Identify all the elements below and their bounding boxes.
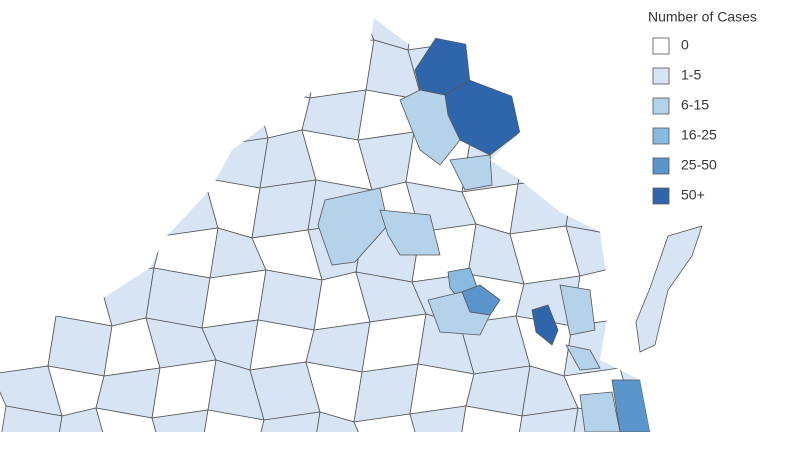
county bbox=[251, 179, 317, 239]
county bbox=[149, 45, 207, 97]
county bbox=[197, 37, 263, 97]
county bbox=[199, 409, 265, 432]
county bbox=[201, 269, 267, 329]
county bbox=[95, 407, 167, 432]
county bbox=[509, 175, 575, 235]
legend: 0 1-5 6-15 16-25 25-50 50+ bbox=[652, 37, 717, 205]
county bbox=[0, 41, 61, 93]
county bbox=[457, 405, 523, 432]
legend-label: 16-25 bbox=[681, 127, 717, 143]
county bbox=[611, 379, 650, 432]
county bbox=[105, 175, 163, 237]
county bbox=[517, 133, 583, 185]
county bbox=[668, 360, 732, 420]
county bbox=[511, 83, 583, 145]
county bbox=[147, 135, 213, 187]
county bbox=[45, 18, 103, 53]
county bbox=[668, 410, 738, 450]
county bbox=[565, 175, 631, 237]
county bbox=[43, 133, 115, 185]
county bbox=[519, 18, 577, 53]
county bbox=[0, 315, 57, 375]
legend-label: 1-5 bbox=[681, 67, 701, 83]
legend-swatch bbox=[652, 67, 670, 85]
county bbox=[99, 85, 165, 145]
county bbox=[49, 175, 115, 235]
county bbox=[257, 269, 323, 331]
county bbox=[255, 411, 321, 432]
county bbox=[43, 83, 109, 145]
county bbox=[623, 45, 650, 97]
legend-swatch bbox=[652, 127, 670, 145]
county bbox=[53, 407, 111, 432]
county bbox=[427, 291, 491, 336]
county bbox=[409, 405, 467, 432]
county bbox=[353, 363, 419, 423]
county bbox=[361, 313, 427, 373]
county bbox=[51, 43, 109, 95]
county bbox=[205, 18, 271, 47]
county bbox=[615, 135, 650, 187]
county bbox=[579, 391, 621, 432]
legend-title: Number of Cases bbox=[648, 9, 757, 25]
legend-swatch bbox=[652, 97, 670, 115]
county bbox=[99, 135, 157, 187]
county bbox=[561, 18, 633, 55]
county bbox=[565, 344, 601, 371]
county bbox=[567, 85, 625, 145]
legend-swatch bbox=[652, 187, 670, 205]
county bbox=[309, 39, 375, 99]
county bbox=[253, 37, 319, 99]
county bbox=[399, 89, 461, 166]
county bbox=[670, 270, 726, 328]
county bbox=[0, 83, 53, 143]
county bbox=[155, 85, 213, 147]
county bbox=[359, 18, 417, 51]
county bbox=[203, 137, 269, 189]
county bbox=[676, 320, 732, 370]
county bbox=[449, 154, 493, 191]
highlighted-counties bbox=[317, 37, 650, 432]
county bbox=[621, 177, 650, 237]
county bbox=[379, 209, 441, 256]
county bbox=[531, 304, 559, 346]
county bbox=[311, 411, 369, 432]
county bbox=[261, 18, 319, 49]
county bbox=[567, 43, 633, 95]
county bbox=[0, 223, 51, 285]
county bbox=[353, 413, 425, 432]
legend-label: 6-15 bbox=[681, 97, 709, 113]
legend-swatch bbox=[652, 157, 670, 175]
county bbox=[0, 405, 63, 432]
county bbox=[559, 284, 596, 336]
county bbox=[0, 183, 59, 235]
legend-label: 50+ bbox=[681, 187, 705, 203]
county bbox=[147, 177, 219, 237]
county bbox=[615, 85, 650, 147]
county bbox=[149, 18, 215, 55]
eastern-shore bbox=[635, 225, 703, 353]
county bbox=[511, 43, 577, 95]
county bbox=[93, 43, 165, 95]
legend-label: 25-50 bbox=[681, 157, 717, 173]
county bbox=[573, 135, 631, 187]
county bbox=[151, 359, 217, 419]
legend-swatch bbox=[652, 37, 670, 55]
county bbox=[93, 18, 159, 55]
county bbox=[463, 18, 529, 53]
county bbox=[0, 273, 57, 325]
county bbox=[0, 18, 61, 53]
county bbox=[197, 87, 269, 147]
county bbox=[47, 315, 113, 377]
county bbox=[41, 225, 107, 285]
county bbox=[303, 18, 375, 49]
county bbox=[317, 187, 389, 266]
county bbox=[1, 133, 59, 193]
legend-label: 0 bbox=[681, 37, 689, 53]
county bbox=[151, 409, 209, 432]
county bbox=[513, 407, 579, 432]
county bbox=[145, 267, 211, 329]
